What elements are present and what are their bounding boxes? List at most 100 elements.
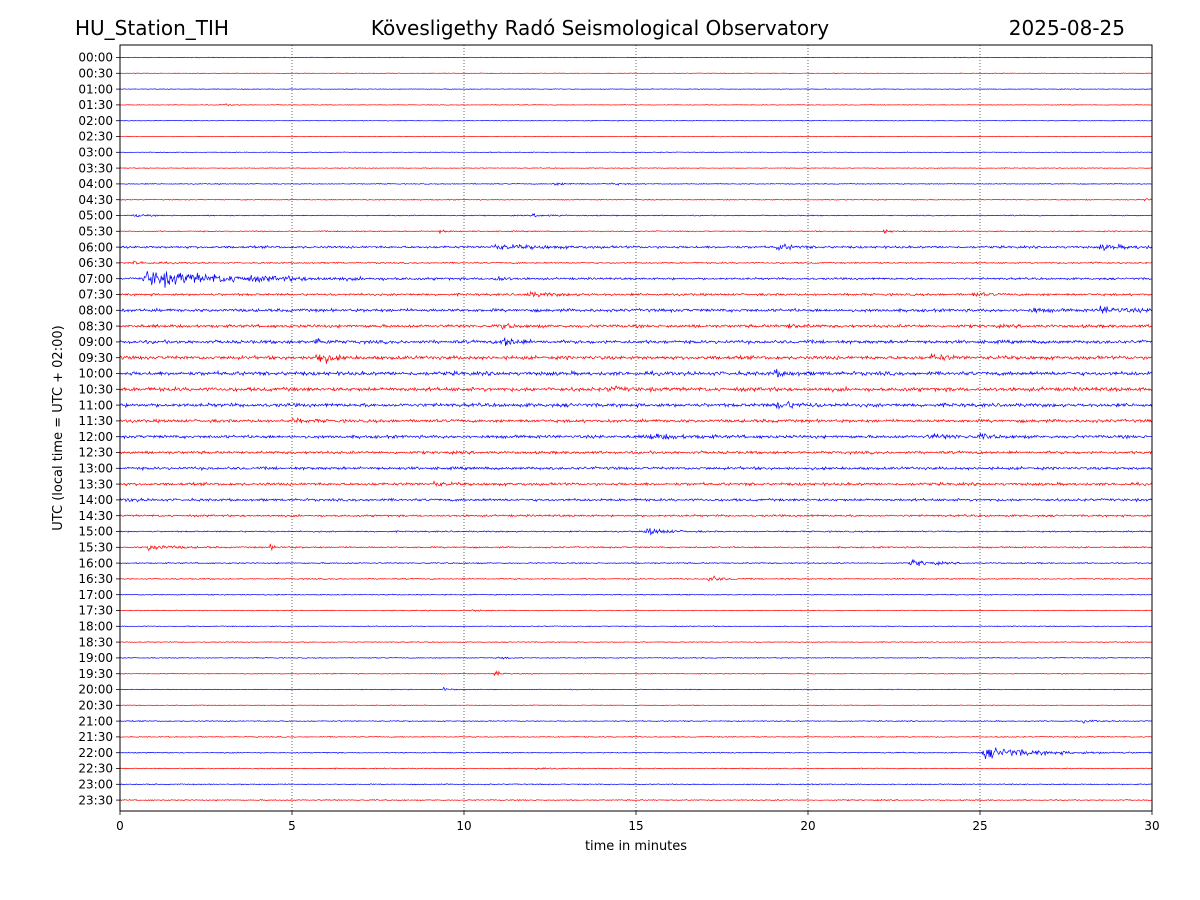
trace-0730 xyxy=(119,290,1153,298)
y-tick-label-1600: 16:00 xyxy=(78,556,113,570)
y-tick-label-1630: 16:30 xyxy=(78,572,113,586)
trace-1830 xyxy=(119,641,1153,644)
trace-0400 xyxy=(119,182,1153,187)
y-tick-label-0800: 08:00 xyxy=(78,304,113,318)
y-tick-label-2000: 20:00 xyxy=(78,683,113,697)
y-tick-label-0700: 07:00 xyxy=(78,272,113,286)
trace-2130 xyxy=(119,735,1153,739)
x-tick-label-30: 30 xyxy=(1144,819,1159,833)
trace-0500 xyxy=(119,212,1153,218)
trace-1300 xyxy=(119,465,1153,472)
grid-lines xyxy=(291,45,981,811)
y-tick-label-0300: 03:00 xyxy=(78,146,113,160)
x-axis-label: time in minutes xyxy=(585,839,687,854)
trace-1000 xyxy=(119,368,1153,378)
y-tick-label-0000: 00:00 xyxy=(78,51,113,65)
trace-1730 xyxy=(119,609,1153,612)
x-tick-label-10: 10 xyxy=(456,819,471,833)
y-tick-label-2330: 23:30 xyxy=(78,793,113,807)
y-tick-label-0930: 09:30 xyxy=(78,351,113,365)
trace-1600 xyxy=(119,558,1153,567)
trace-1930 xyxy=(119,670,1153,677)
trace-1100 xyxy=(119,400,1153,410)
trace-1200 xyxy=(119,432,1153,441)
trace-2100 xyxy=(119,719,1153,724)
y-tick-label-1300: 13:00 xyxy=(78,462,113,476)
station-name: HU_Station_TIH xyxy=(75,16,229,40)
y-tick-label-1700: 17:00 xyxy=(78,588,113,602)
y-tick-label-2100: 21:00 xyxy=(78,714,113,728)
trace-1800 xyxy=(119,625,1153,628)
trace-2300 xyxy=(119,783,1153,786)
trace-1430 xyxy=(119,513,1153,518)
y-tick-label-1330: 13:30 xyxy=(78,477,113,491)
trace-0900 xyxy=(119,337,1153,346)
trace-2030 xyxy=(119,704,1153,707)
y-tick-label-1400: 14:00 xyxy=(78,493,113,507)
trace-1700 xyxy=(119,593,1153,596)
chart-title: Kövesligethy Radó Seismological Observat… xyxy=(371,16,829,40)
trace-1330 xyxy=(119,480,1153,487)
y-tick-label-0130: 01:30 xyxy=(78,98,113,112)
y-tick-label-0730: 07:30 xyxy=(78,288,113,302)
y-tick-label-1430: 14:30 xyxy=(78,509,113,523)
y-tick-label-2300: 23:00 xyxy=(78,778,113,792)
trace-0000 xyxy=(119,56,1153,59)
y-tick-label-1030: 10:30 xyxy=(78,383,113,397)
trace-0830 xyxy=(119,322,1153,330)
y-tick-label-1900: 19:00 xyxy=(78,651,113,665)
trace-0930 xyxy=(119,353,1153,364)
y-tick-label-1930: 19:30 xyxy=(78,667,113,681)
trace-0230 xyxy=(119,135,1153,138)
trace-1630 xyxy=(119,575,1153,582)
trace-2230 xyxy=(119,767,1153,770)
y-tick-label-0430: 04:30 xyxy=(78,193,113,207)
y-tick-label-1800: 18:00 xyxy=(78,620,113,634)
y-tick-label-1530: 15:30 xyxy=(78,541,113,555)
trace-1030 xyxy=(119,384,1153,393)
y-tick-label-1730: 17:30 xyxy=(78,604,113,618)
trace-0600 xyxy=(119,243,1153,252)
y-tick-label-0230: 02:30 xyxy=(78,130,113,144)
trace-0030 xyxy=(119,72,1153,75)
x-tick-label-0: 0 xyxy=(116,819,124,833)
y-tick-label-0030: 00:30 xyxy=(78,67,113,81)
x-tick-label-20: 20 xyxy=(800,819,815,833)
trace-0300 xyxy=(119,151,1153,154)
y-tick-label-2030: 20:30 xyxy=(78,699,113,713)
y-tick-label-0900: 09:00 xyxy=(78,335,113,349)
chart-date: 2025-08-25 xyxy=(1009,16,1125,40)
y-tick-label-1230: 12:30 xyxy=(78,446,113,460)
y-tick-label-1830: 18:30 xyxy=(78,635,113,649)
trace-1230 xyxy=(119,449,1153,456)
y-tick-label-0530: 05:30 xyxy=(78,225,113,239)
y-tick-label-0500: 05:00 xyxy=(78,209,113,223)
seismic-traces xyxy=(119,56,1153,802)
trace-0100 xyxy=(119,88,1153,90)
trace-0800 xyxy=(119,305,1153,314)
x-axis: 0 5 10 15 20 25 30 xyxy=(116,811,1160,833)
y-tick-label-2230: 22:30 xyxy=(78,762,113,776)
trace-0430 xyxy=(119,198,1153,202)
trace-0130 xyxy=(119,103,1153,107)
y-tick-label-0100: 01:00 xyxy=(78,82,113,96)
trace-1900 xyxy=(119,656,1153,660)
y-tick-label-1130: 11:30 xyxy=(78,414,113,428)
y-tick-label-0200: 02:00 xyxy=(78,114,113,128)
trace-2000 xyxy=(119,686,1153,692)
y-tick-label-0600: 06:00 xyxy=(78,240,113,254)
x-tick-label-15: 15 xyxy=(628,819,643,833)
y-tick-label-0830: 08:30 xyxy=(78,319,113,333)
y-tick-label-0630: 06:30 xyxy=(78,256,113,270)
x-tick-label-5: 5 xyxy=(288,819,296,833)
y-tick-label-2200: 22:00 xyxy=(78,746,113,760)
trace-0630 xyxy=(119,260,1153,265)
y-tick-label-1100: 11:00 xyxy=(78,398,113,412)
y-tick-label-1200: 12:00 xyxy=(78,430,113,444)
trace-1530 xyxy=(119,543,1153,552)
trace-0200 xyxy=(119,119,1153,122)
trace-1400 xyxy=(119,497,1153,503)
y-tick-label-0330: 03:30 xyxy=(78,161,113,175)
y-tick-label-1000: 10:00 xyxy=(78,367,113,381)
